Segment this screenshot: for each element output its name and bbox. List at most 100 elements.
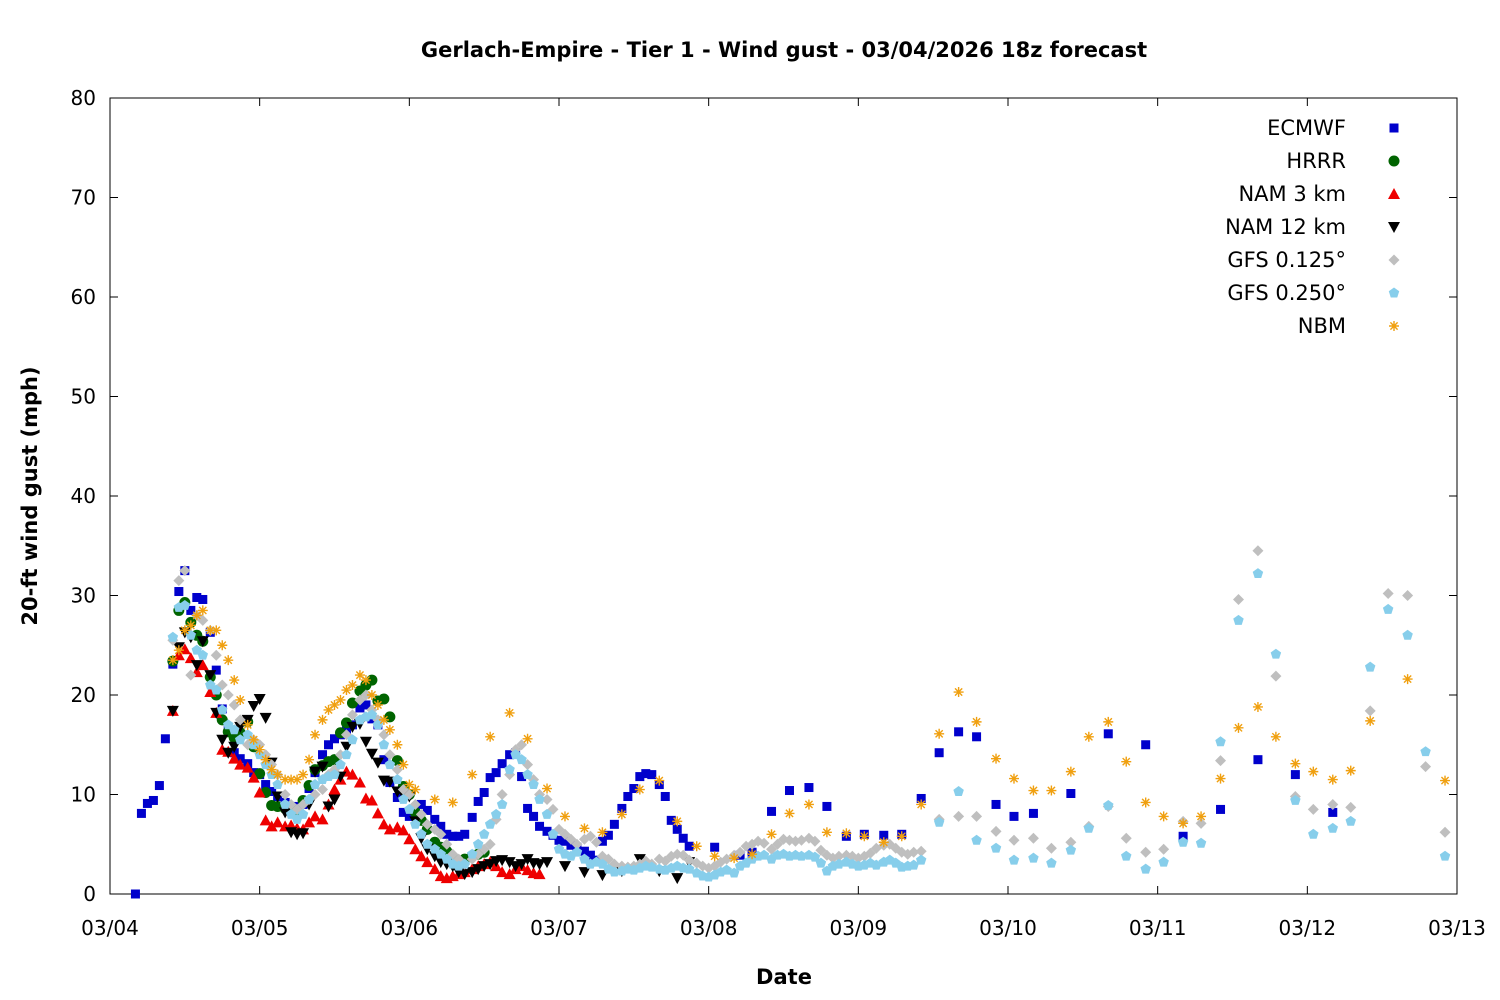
data-point-nbm [310, 729, 321, 740]
data-point-nbm [292, 774, 303, 785]
data-point-ecmwf [1178, 831, 1188, 841]
data-point-gfs-0-250 [1233, 614, 1244, 625]
data-point-nbm [1215, 773, 1226, 784]
data-point-nbm [205, 625, 216, 636]
data-point-ecmwf [267, 787, 277, 797]
data-points [130, 545, 1451, 899]
y-tick-label: 70 [71, 186, 96, 210]
data-point-nam-12-km [515, 859, 528, 871]
data-point-ecmwf [767, 806, 777, 816]
data-point-nam-3-km [365, 794, 378, 806]
data-point-nbm [522, 733, 533, 744]
data-point-nbm [1233, 722, 1244, 733]
data-point-nbm [384, 724, 395, 735]
data-point-nam-3-km [415, 850, 428, 862]
data-point-ecmwf [560, 836, 570, 846]
data-point-nbm [167, 655, 178, 666]
data-point-ecmwf [879, 830, 889, 840]
data-point-nbm [341, 685, 352, 696]
data-point-gfs-0-125 [541, 793, 553, 805]
data-point-gfs-0-125 [1120, 832, 1132, 844]
data-point-gfs-0-250 [1439, 850, 1451, 861]
data-point-nbm [916, 799, 927, 810]
data-point-nam-3-km [377, 818, 390, 830]
data-point-gfs-0-125 [346, 709, 358, 721]
data-point-ecmwf [684, 841, 694, 851]
data-point-ecmwf [192, 592, 202, 602]
x-tick-label: 03/04 [81, 916, 139, 940]
data-point-nam-12-km [346, 721, 359, 733]
data-point-ecmwf [1009, 811, 1019, 821]
data-point-ecmwf [448, 831, 458, 841]
data-point-ecmwf [597, 836, 607, 846]
data-point-nam-12-km [578, 867, 591, 879]
data-point-nam-12-km [166, 705, 179, 717]
data-point-nbm [280, 774, 291, 785]
data-point-gfs-0-125 [384, 749, 396, 761]
data-point-gfs-0-125 [1065, 836, 1077, 848]
data-point-gfs-0-250 [185, 629, 197, 640]
data-point-ecmwf [678, 833, 688, 843]
data-point-nbm [821, 827, 832, 838]
data-point-gfs-0-250 [478, 828, 490, 839]
data-point-gfs-0-250 [410, 818, 421, 829]
data-point-nbm [404, 779, 415, 790]
data-point-ecmwf [822, 801, 832, 811]
data-point-ecmwf [398, 807, 408, 817]
data-point-nbm [859, 831, 870, 842]
data-point-gfs-0-125 [915, 845, 927, 857]
data-point-ecmwf [467, 812, 477, 822]
data-point-ecmwf [954, 727, 964, 737]
data-point-ecmwf [529, 811, 539, 821]
data-point-nbm [1065, 766, 1076, 777]
data-point-nbm [323, 704, 334, 715]
x-tick-label: 03/08 [680, 916, 738, 940]
data-point-nbm [378, 714, 389, 725]
data-point-nam-12-km [204, 670, 217, 682]
data-point-gfs-0-125 [210, 649, 222, 661]
data-point-ecmwf [148, 795, 158, 805]
y-tick-label: 20 [71, 683, 96, 707]
data-point-nbm [1083, 731, 1094, 742]
data-point-gfs-0-250 [990, 842, 1002, 853]
data-point-ecmwf [542, 826, 552, 836]
data-point-gfs-0-250 [809, 851, 821, 862]
data-point-gfs-0-250 [1046, 857, 1057, 868]
data-point-gfs-0-250 [211, 684, 222, 695]
data-point-nbm [1196, 811, 1207, 822]
data-point-nbm [485, 731, 496, 742]
data-point-nam-12-km [521, 854, 534, 866]
data-point-ecmwf [160, 734, 170, 744]
data-point-ecmwf [972, 732, 982, 742]
data-point-ecmwf [136, 808, 146, 818]
legend-marker-nbm [1389, 321, 1399, 331]
data-point-nam-3-km [241, 761, 254, 773]
legend-marker-gfs-0-250 [1388, 287, 1400, 298]
data-point-nbm [429, 794, 440, 805]
data-point-ecmwf [505, 750, 515, 760]
data-point-gfs-0-250 [796, 850, 807, 861]
data-point-gfs-0-125 [415, 808, 427, 820]
data-point-gfs-0-250 [815, 857, 827, 868]
data-point-ecmwf [1141, 740, 1151, 750]
data-point-gfs-0-250 [490, 808, 502, 819]
data-point-nbm [747, 849, 758, 860]
data-point-gfs-0-250 [541, 808, 553, 819]
data-point-nbm [1158, 811, 1169, 822]
x-tick-label: 03/11 [1129, 916, 1187, 940]
data-point-ecmwf [485, 773, 495, 783]
data-point-ecmwf [324, 740, 334, 750]
data-point-ecmwf [660, 791, 670, 801]
data-point-gfs-0-250 [384, 759, 396, 770]
data-point-nbm [398, 759, 409, 770]
data-point-gfs-0-250 [372, 719, 384, 730]
data-point-gfs-0-250 [1382, 603, 1394, 614]
data-point-gfs-0-125 [1439, 826, 1451, 838]
legend-marker-gfs-0-125 [1388, 254, 1400, 266]
data-point-gfs-0-125 [971, 810, 983, 822]
data-point-gfs-0-125 [590, 836, 602, 848]
y-tick-label: 80 [71, 86, 96, 110]
data-point-nam-12-km [322, 801, 335, 813]
data-point-nbm [248, 734, 259, 745]
data-point-nbm [504, 707, 515, 718]
